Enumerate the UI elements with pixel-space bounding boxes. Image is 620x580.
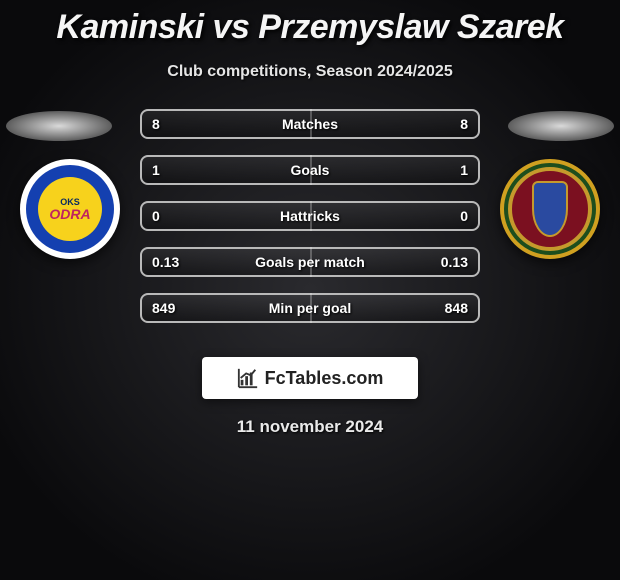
stat-right-value: 0.13 bbox=[441, 254, 468, 270]
stat-row: 1Goals1 bbox=[140, 155, 480, 185]
stat-row: 0.13Goals per match0.13 bbox=[140, 247, 480, 277]
stat-right-value: 0 bbox=[460, 208, 468, 224]
stat-right-value: 8 bbox=[460, 116, 468, 132]
badge-left-odra: ODRA bbox=[49, 207, 90, 221]
club-badge-left-inner: OKS ODRA bbox=[38, 177, 102, 241]
player-shadow-left bbox=[6, 111, 112, 141]
club-badge-right-core bbox=[532, 181, 568, 237]
club-badge-right-wreath bbox=[508, 167, 592, 251]
date-label: 11 november 2024 bbox=[0, 417, 620, 437]
club-badge-right bbox=[500, 159, 600, 259]
stat-row: 8Matches8 bbox=[140, 109, 480, 139]
stat-divider bbox=[310, 109, 312, 139]
stat-divider bbox=[310, 155, 312, 185]
stat-divider bbox=[310, 247, 312, 277]
site-logo[interactable]: FcTables.com bbox=[202, 357, 418, 399]
chart-icon bbox=[237, 367, 259, 389]
stat-divider bbox=[310, 293, 312, 323]
compare-area: OKS ODRA 8Matches8 1Goals1 0Hattricks0 0.13… bbox=[0, 109, 620, 339]
club-badge-left: OKS ODRA bbox=[20, 159, 120, 259]
stat-right-value: 848 bbox=[445, 300, 468, 316]
site-logo-text: FcTables.com bbox=[265, 368, 384, 389]
stat-row: 849Min per goal848 bbox=[140, 293, 480, 323]
stat-right-value: 1 bbox=[460, 162, 468, 178]
player-shadow-right bbox=[508, 111, 614, 141]
stat-row: 0Hattricks0 bbox=[140, 201, 480, 231]
stat-divider bbox=[310, 201, 312, 231]
page-title: Kaminski vs Przemyslaw Szarek bbox=[0, 0, 620, 47]
subtitle: Club competitions, Season 2024/2025 bbox=[0, 63, 620, 81]
stat-rows: 8Matches8 1Goals1 0Hattricks0 0.13Goals per… bbox=[140, 109, 480, 339]
